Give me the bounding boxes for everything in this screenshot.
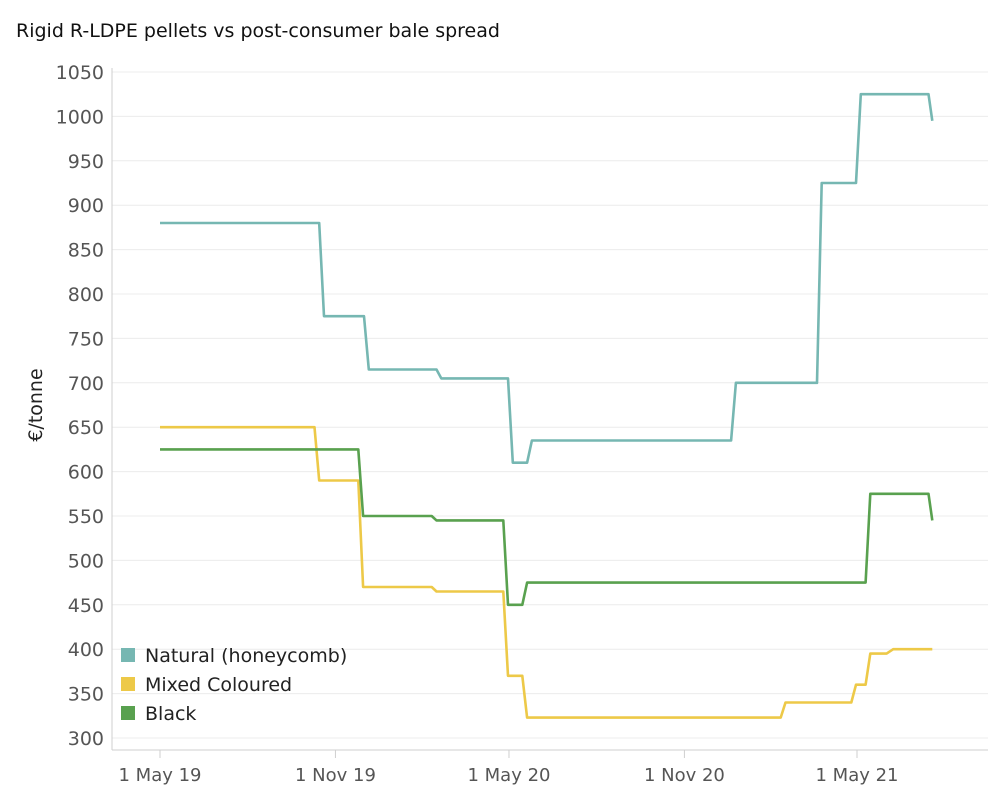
y-tick-label: 550 [68, 506, 104, 528]
legend-item[interactable]: Mixed Coloured [121, 674, 292, 696]
y-tick-label: 450 [68, 595, 104, 617]
series-line-mixed-coloured [160, 425, 933, 719]
y-tick-label: 350 [68, 684, 104, 706]
y-tick-label: 1050 [56, 62, 104, 84]
x-tick-label: 1 May 19 [118, 765, 201, 786]
y-tick-label: 700 [68, 373, 104, 395]
y-tick-label: 800 [68, 284, 104, 306]
series-line-natural-honeycomb [160, 92, 934, 465]
x-tick-label: 1 Nov 19 [295, 765, 376, 786]
series-layer [160, 92, 934, 719]
series-line-black [160, 448, 934, 607]
x-tick-label: 1 May 20 [467, 765, 550, 786]
y-tick-label: 650 [68, 417, 104, 439]
y-tick-label: 400 [68, 639, 104, 661]
legend-label: Black [145, 703, 196, 725]
x-tick-label: 1 May 21 [815, 765, 898, 786]
legend-label: Mixed Coloured [145, 674, 292, 696]
chart-title: Rigid R-LDPE pellets vs post-consumer ba… [16, 20, 500, 42]
legend-item[interactable]: Black [121, 703, 196, 725]
y-axis: 300 350 400 450 500 550 600 650 700 750 800 850 900 9… [56, 62, 104, 750]
y-tick-label: 300 [68, 728, 104, 750]
legend: Natural (honeycomb) Mixed Coloured Black [121, 645, 347, 725]
y-tick-label: 500 [68, 550, 104, 572]
y-tick-label: 750 [68, 328, 104, 350]
y-tick-label: 900 [68, 195, 104, 217]
grid-layer [111, 68, 988, 751]
legend-swatch [121, 648, 135, 662]
legend-swatch [121, 677, 135, 691]
x-axis: 1 May 19 1 Nov 19 1 May 20 1 Nov 20 1 May 21 [118, 750, 899, 786]
legend-item[interactable]: Natural (honeycomb) [121, 645, 347, 667]
legend-label: Natural (honeycomb) [145, 645, 347, 667]
y-tick-label: 850 [68, 240, 104, 262]
y-tick-label: 950 [68, 151, 104, 173]
legend-swatch [121, 706, 135, 720]
y-axis-label: €/tonne [25, 368, 47, 441]
y-tick-label: 1000 [56, 106, 104, 128]
x-tick-label: 1 Nov 20 [644, 765, 725, 786]
y-tick-label: 600 [68, 462, 104, 484]
